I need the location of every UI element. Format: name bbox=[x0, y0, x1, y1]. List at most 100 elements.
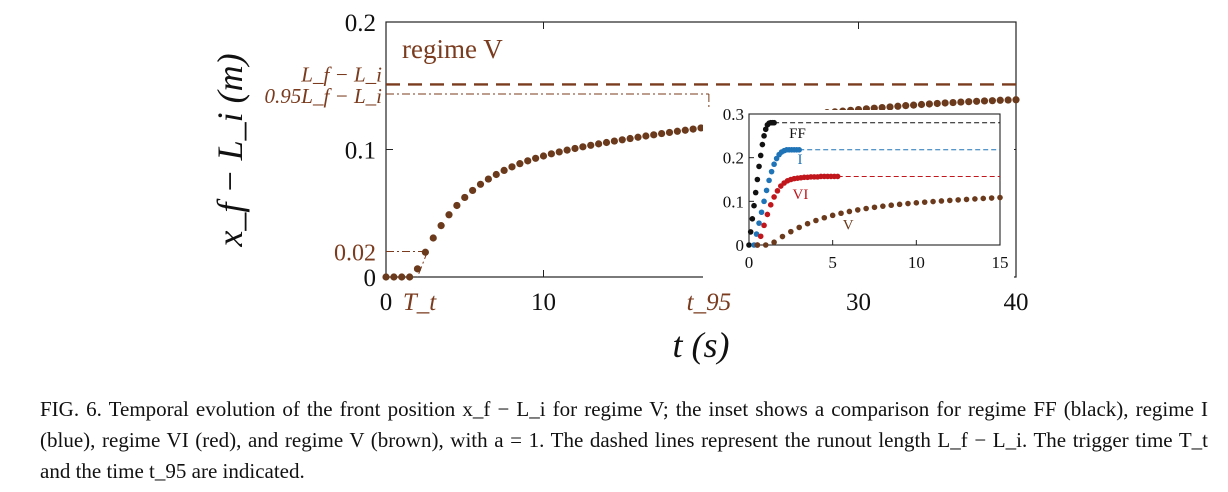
inset-point-VI bbox=[757, 233, 764, 240]
data-point bbox=[925, 100, 933, 108]
y-tick-label: 0.2 bbox=[345, 10, 376, 37]
data-point bbox=[941, 99, 949, 107]
caption-line-2: regime FF (black), regime I (blue), regi… bbox=[40, 397, 1208, 452]
data-point bbox=[453, 201, 461, 210]
inset-point-FF bbox=[749, 216, 756, 222]
inset-point-I bbox=[771, 161, 777, 168]
inset-point-FF bbox=[757, 152, 764, 159]
inset-point-V bbox=[896, 201, 903, 208]
inset-point-VI bbox=[774, 188, 781, 194]
inset-point-V bbox=[921, 199, 928, 205]
inset-point-V bbox=[813, 217, 819, 224]
data-point bbox=[917, 100, 926, 109]
data-point bbox=[673, 127, 681, 135]
inset-point-VI bbox=[767, 202, 774, 208]
data-point bbox=[610, 137, 618, 145]
t95-label: t_95 bbox=[687, 289, 731, 316]
data-point bbox=[681, 126, 689, 134]
data-point bbox=[602, 138, 611, 147]
inset-series-label: I bbox=[798, 152, 803, 168]
inset-point-I bbox=[796, 147, 802, 153]
caption-label: FIG. 6. bbox=[40, 397, 102, 421]
inset-series-label: VI bbox=[793, 187, 809, 203]
data-point bbox=[1012, 96, 1020, 104]
x-tick-label: 40 bbox=[1004, 289, 1029, 316]
data-point bbox=[618, 136, 626, 144]
data-point bbox=[382, 273, 390, 281]
data-point bbox=[642, 132, 650, 140]
inset-point-FF bbox=[747, 229, 754, 235]
inset-x-tick-label: 0 bbox=[745, 253, 754, 272]
inset-point-V bbox=[796, 224, 802, 231]
inset-point-V bbox=[779, 233, 786, 240]
data-point bbox=[973, 97, 981, 105]
data-point bbox=[571, 144, 579, 153]
inset-point-V bbox=[871, 204, 878, 211]
inset-series-label: V bbox=[843, 218, 854, 234]
data-point bbox=[563, 146, 571, 154]
data-point bbox=[634, 133, 642, 141]
y-tick-label: 0.1 bbox=[345, 138, 376, 165]
data-point bbox=[689, 125, 697, 133]
inset-point-V bbox=[988, 195, 995, 201]
inset-series-label: FF bbox=[789, 126, 806, 142]
data-point bbox=[437, 222, 445, 230]
data-point bbox=[445, 211, 453, 219]
y-axis-label: x_f − L_i (m) bbox=[210, 53, 250, 247]
inset-point-V bbox=[880, 203, 886, 209]
x-tick-label: 10 bbox=[531, 289, 556, 316]
data-point bbox=[524, 157, 532, 165]
y-tick-label: 0 bbox=[364, 265, 377, 292]
inset-point-FF bbox=[754, 176, 761, 183]
inset-x-tick-label: 15 bbox=[992, 253, 1009, 272]
inset-point-FF bbox=[761, 133, 767, 139]
data-point bbox=[697, 124, 705, 132]
data-point bbox=[390, 273, 398, 281]
inset-point-FF bbox=[746, 242, 752, 248]
inset-point-V bbox=[938, 198, 945, 204]
inset-point-V bbox=[829, 212, 836, 219]
inset-point-V bbox=[771, 239, 777, 246]
inset-point-I bbox=[761, 198, 767, 205]
inset-point-V bbox=[955, 197, 961, 203]
data-point bbox=[910, 101, 918, 109]
runout-label: L_f − L_i bbox=[300, 62, 382, 86]
data-point bbox=[516, 160, 524, 168]
inset-point-VI bbox=[771, 194, 777, 200]
inset-point-V bbox=[905, 200, 911, 207]
inset-point-V bbox=[997, 194, 1003, 201]
inset-y-tick-label: 0.2 bbox=[723, 149, 744, 168]
inset-point-V bbox=[854, 207, 861, 213]
inset-chart: 0 5 10 15 0 0.1 0.2 0.3 FF I VI V bbox=[703, 105, 1014, 279]
inset-point-V bbox=[913, 200, 920, 206]
inset-point-FF bbox=[751, 202, 757, 209]
inset-point-VI bbox=[761, 222, 767, 229]
data-point bbox=[413, 265, 422, 273]
data-point bbox=[398, 273, 406, 281]
figure-caption: FIG. 6. Temporal evolution of the front … bbox=[40, 394, 1208, 487]
inset-point-V bbox=[838, 210, 844, 217]
data-point bbox=[406, 273, 414, 281]
inset-point-V bbox=[846, 208, 853, 215]
inset-point-V bbox=[947, 197, 953, 204]
data-point bbox=[902, 102, 910, 110]
inset-y-tick-label: 0 bbox=[736, 236, 745, 255]
caption-line-1: Temporal evolution of the front position… bbox=[108, 397, 961, 421]
data-point bbox=[579, 143, 587, 151]
inset-x-tick-label: 10 bbox=[908, 253, 925, 272]
y002-label: 0.02 bbox=[334, 241, 376, 267]
data-point bbox=[870, 104, 878, 112]
data-point bbox=[532, 154, 540, 162]
inset-y-tick-label: 0.1 bbox=[723, 192, 744, 211]
data-point bbox=[547, 150, 555, 158]
data-point bbox=[484, 175, 492, 183]
figure: 0 10 30 40 0 0.1 0.2 L_f − L_i0.95L_f − L_i 0.02… bbox=[210, 10, 1029, 365]
data-point bbox=[980, 97, 989, 105]
data-point bbox=[421, 248, 429, 256]
x-tick-label: 0 bbox=[380, 289, 393, 316]
data-point bbox=[965, 98, 973, 106]
inset-point-V bbox=[963, 196, 970, 203]
data-point bbox=[429, 234, 437, 242]
data-point bbox=[626, 134, 634, 143]
data-point bbox=[988, 97, 996, 105]
